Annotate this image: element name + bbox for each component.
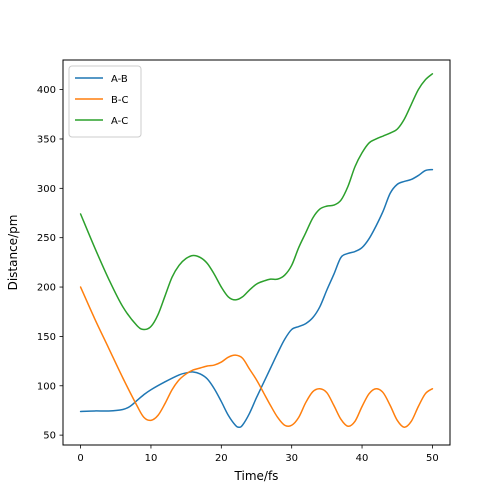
x-tick-label: 20 (215, 453, 228, 464)
y-tick-label: 100 (37, 381, 56, 392)
plot-area (62, 59, 451, 446)
series-line-b-c (79, 286, 434, 428)
x-tick-label: 40 (356, 453, 369, 464)
series-layer (79, 73, 434, 428)
legend: A-B B-C A-C (68, 65, 142, 138)
x-axis-ticks: 0 10 20 30 40 50 (77, 445, 439, 464)
y-tick-label: 300 (37, 184, 56, 195)
y-tick-label: 350 (37, 134, 56, 145)
legend-frame (68, 65, 142, 138)
y-tick-label: 50 (43, 431, 56, 442)
x-axis-label: Time/fs (234, 469, 279, 483)
legend-label: B-C (111, 95, 128, 106)
series-line-a-b (79, 168, 434, 428)
y-tick-label: 150 (37, 332, 56, 343)
legend-label: A-B (111, 74, 128, 85)
x-tick-label: 30 (285, 453, 298, 464)
x-tick-label: 50 (426, 453, 439, 464)
axes-frame (62, 59, 451, 446)
y-tick-label: 200 (37, 283, 56, 294)
x-tick-label: 10 (145, 453, 158, 464)
y-axis-ticks: 50 100 150 200 250 300 350 400 (37, 85, 63, 442)
y-tick-label: 400 (37, 85, 56, 96)
legend-label: A-C (111, 116, 128, 127)
y-axis-label: Distance/pm (6, 215, 20, 291)
x-tick-label: 0 (77, 453, 83, 464)
y-tick-label: 250 (37, 233, 56, 244)
series-line-a-c (79, 73, 434, 331)
